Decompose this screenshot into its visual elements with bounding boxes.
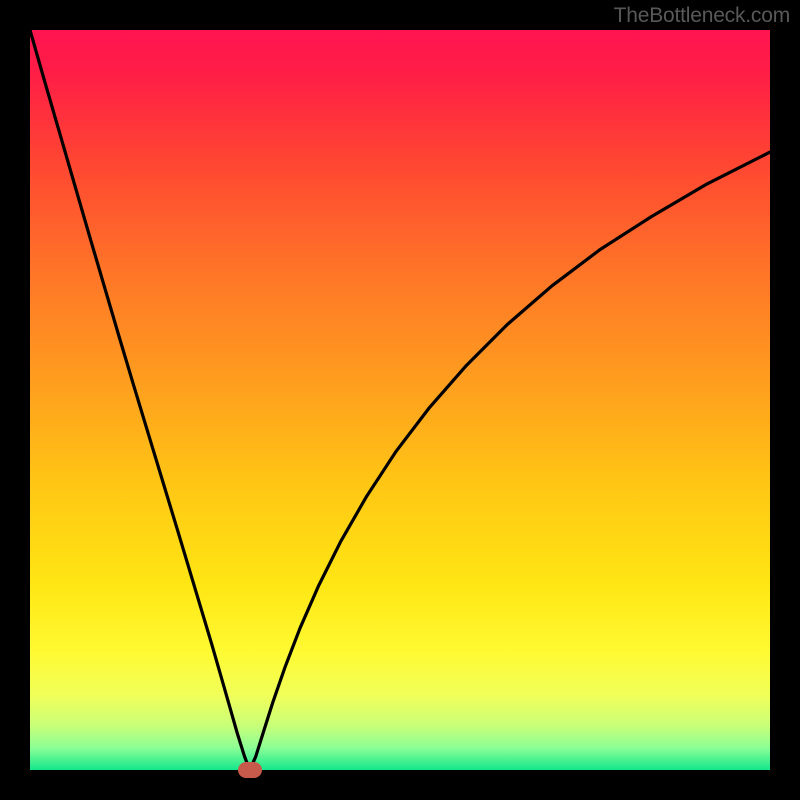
- curve-path: [30, 30, 770, 770]
- chart-container: TheBottleneck.com: [0, 0, 800, 800]
- plot-area: [30, 30, 770, 770]
- watermark-text: TheBottleneck.com: [614, 4, 790, 28]
- bottleneck-curve: [30, 30, 770, 770]
- minimum-marker: [238, 762, 262, 778]
